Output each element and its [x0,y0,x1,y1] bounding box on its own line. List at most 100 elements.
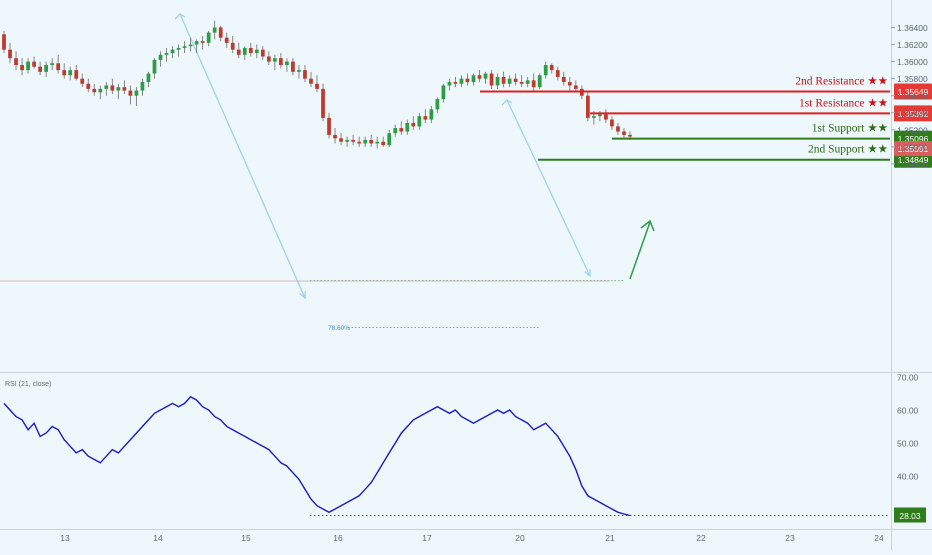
candle-body [212,27,217,33]
candle-body [2,34,6,50]
price-tick-label: 1.36400 [897,23,928,33]
candle-body [411,122,416,127]
decline-arrow-2 [506,99,591,277]
candle-body [14,58,18,66]
candle-body [459,78,464,84]
rsi-tick-label: 40.00 [897,472,919,482]
candle-body [483,73,488,79]
candle-body [555,70,560,77]
candle-body [387,133,392,146]
candle-body [333,134,337,139]
candle-body [50,63,55,66]
candle-body [537,75,542,88]
candle-body [38,66,42,72]
candle-body [405,122,410,132]
candle-body [309,78,313,84]
candle-body [26,61,30,71]
price-tick-label: 1.36200 [897,40,928,50]
candle-body [176,47,181,50]
projection-arrow-head [640,219,655,232]
projection-arrow [629,221,651,280]
candle-body [327,117,331,135]
price-tick-label: 1.35800 [897,74,928,84]
candle-body [447,82,452,86]
candle-body [622,131,626,135]
candle-body [616,126,620,132]
candle-body [248,47,253,54]
candle-body [134,90,139,96]
rsi-label: RSI (21, close) [5,381,51,388]
time-tick-label: 14 [153,533,163,543]
candle-body [68,70,73,76]
candle-body [158,54,163,60]
candle-body [453,82,458,84]
candle-body [585,95,590,118]
time-tick-label: 23 [785,533,795,543]
candle-body [92,88,97,93]
candle-body [188,44,193,47]
candle-body [146,73,151,83]
level-price-label: 1.35392 [898,109,929,119]
candle-body [32,61,36,67]
candle-body [98,88,103,93]
rsi-value-badge [894,507,926,523]
candle-body [170,49,175,54]
candle-body [501,76,506,84]
rsi-line [3,395,631,517]
decline-arrow-2-tail [501,99,513,106]
candle-body [260,49,265,57]
candle-body [224,37,229,43]
candle-body [110,85,115,91]
candle-body [218,27,223,38]
candle-body [399,128,404,132]
rsi-value-label: 28.03 [899,511,921,521]
level-price-badge [894,105,932,122]
candle-body [164,53,169,55]
candle-body [628,134,632,137]
time-tick-label: 16 [333,533,343,543]
price-tick-label: 1.35200 [897,125,928,135]
candle-body [321,88,325,118]
candle-body [375,141,380,144]
level-label: 2nd Support ★★ [808,144,888,156]
candle-body [236,49,241,55]
level-price-label: 1.35096 [898,134,929,144]
rsi-panel: RSI (21, close) 70.00 60.00 50.00 40.00 28.03 [3,373,926,523]
decline-arrow-2-head [584,268,591,278]
time-tick-label: 21 [605,533,615,543]
candle-body [525,80,530,84]
price-tick-label: 1.34800 [897,159,928,169]
candle-body [567,82,572,86]
candle-body [549,65,554,71]
candle-body [272,58,277,62]
candle-body [351,140,355,142]
time-tick-label: 20 [515,533,525,543]
time-tick-label: 24 [874,533,884,543]
candle-body [128,90,133,96]
candle-body [441,85,446,100]
candle-body [495,76,500,86]
level-price-badge [894,83,932,100]
current-price-label: 1.35091 [898,144,929,154]
candle-body [230,42,235,50]
candle-body [62,70,67,76]
decline-arrow-1-tail [174,13,186,20]
candle-body [20,65,24,71]
candle-body [417,116,422,127]
candle-body [242,47,247,55]
candle-body [339,138,343,142]
candle-body [471,75,476,83]
candle-body [435,99,440,110]
candle-body [140,82,145,91]
candle-body [291,61,295,72]
candle-body [363,140,368,144]
candle-body [345,140,349,142]
time-tick-label: 15 [241,533,251,543]
candle-body [285,61,289,66]
candle-body [44,65,49,72]
candle-body [254,49,259,54]
candle-body [56,63,61,71]
candle-body [315,83,319,89]
